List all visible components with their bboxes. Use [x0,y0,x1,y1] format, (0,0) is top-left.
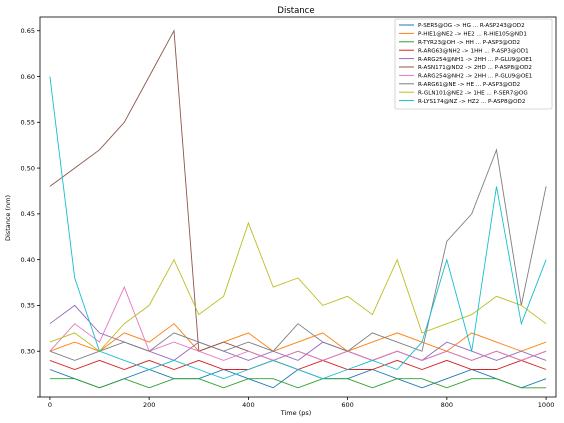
legend-label-1: P-SER5@OG -> HG ... R-ASP243@OD2 [418,23,525,29]
series-line-10 [49,76,547,380]
series-line-9 [49,221,547,352]
legend-label-8: R-ARG61@NE -> HE ... P-ASP3@OD2 [418,82,520,88]
legend-label-10: R-LYS174@NZ -> HZ2 ... P-ASP8@OD2 [418,99,525,105]
legend-label-2: P-HIE1@NE2 -> HE2 ... R-HIE105@ND1 [418,32,527,38]
legend-label-9: R-GLN101@NE2 -> 1HE ... P-SER7@OG [418,90,528,96]
y-tick-label: 0.50 [21,164,35,172]
x-tick-label: 200 [143,401,155,409]
x-tick-label: 600 [341,401,353,409]
y-tick-label: 0.40 [21,256,35,264]
y-tick-label: 0.30 [21,348,35,356]
legend-label-6: R-ASN171@ND2 -> 2HD ... P-ASP8@OD2 [418,65,532,71]
x-tick-label: 0 [48,401,52,409]
series-line-8 [49,148,547,361]
chart-title: Distance [277,6,314,16]
y-tick-label: 0.45 [21,210,35,218]
x-tick-label: 400 [242,401,254,409]
legend-label-4: R-ARG63@NH2 -> 1HH ... P-ASP3@OD1 [418,48,529,54]
x-tick-label: 800 [441,401,453,409]
y-tick-label: 0.35 [21,302,35,310]
legend-box [394,18,553,110]
series-line-3 [49,378,547,389]
series-line-2 [49,323,547,352]
legend-label-3: R-TYR23@OH -> HH ... P-ASP3@OD2 [418,40,520,46]
y-tick-label: 0.55 [21,119,35,127]
legend: P-SER5@OG -> HG ... R-ASP243@OD2 P-HIE1@N… [394,18,553,110]
y-axis-label: Distance (nm) [4,195,12,241]
legend-label-5: R-ARG254@NH1 -> 2HH ... P-GLU9@OE1 [418,57,533,63]
x-axis-label: Time (ps) [280,409,312,417]
x-tick-label: 1000 [538,401,555,409]
legend-label-7: R-ARG254@NH2 -> 2HH ... P-GLU9@OE1 [418,74,533,80]
axes: 0 200 400 600 800 1000 0.30 0.35 0.40 0.45 0.50 0.5… [21,27,555,409]
y-tick-label: 0.60 [21,73,35,81]
series-line-7 [49,285,547,361]
y-tick-label: 0.65 [21,27,35,35]
series-layer [49,29,547,389]
